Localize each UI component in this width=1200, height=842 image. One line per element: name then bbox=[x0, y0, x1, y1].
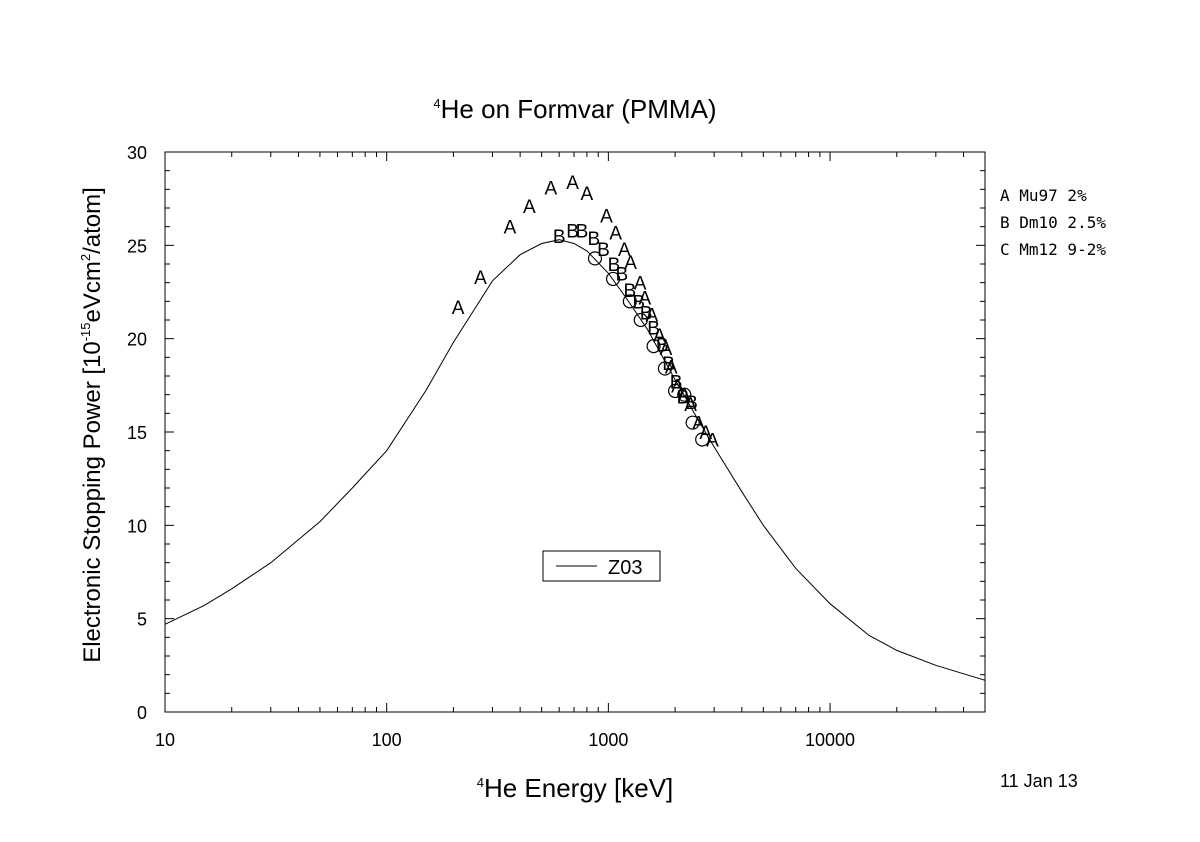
date-label: 11 Jan 13 bbox=[1000, 771, 1078, 791]
chart-title-text: He on Formvar (PMMA) bbox=[441, 94, 717, 124]
y-axis-label-pre: Electronic Stopping Power [10 bbox=[79, 341, 106, 663]
data-source-legend: A Mu97 2% B Dm10 2.5% C Mm12 9-2% bbox=[1000, 186, 1106, 259]
marker-a: A bbox=[523, 197, 536, 218]
marker-a: A bbox=[609, 223, 622, 244]
marker-a: A bbox=[581, 184, 594, 205]
marker-c bbox=[695, 432, 710, 447]
legend-entry-a: A Mu97 2% bbox=[1000, 186, 1087, 205]
marker-a: A bbox=[618, 240, 631, 261]
marker-c bbox=[657, 361, 673, 376]
marker-a: A bbox=[474, 268, 487, 289]
marker-b: B bbox=[647, 318, 660, 339]
chart-title: 4He on Formvar (PMMA) bbox=[433, 94, 716, 124]
marker-c bbox=[605, 271, 621, 287]
x-tick-label: 10 bbox=[155, 730, 175, 750]
marker-a: A bbox=[653, 326, 666, 347]
y-tick-label: 30 bbox=[127, 143, 147, 163]
y-axis-label-sup1: -15 bbox=[78, 322, 93, 341]
marker-a: A bbox=[504, 218, 517, 239]
y-axis-label-sup2: 2 bbox=[78, 254, 93, 261]
y-tick-labels: 0 5 10 15 20 25 30 bbox=[127, 143, 147, 723]
y-axis-label-post: /atom] bbox=[79, 187, 106, 254]
x-axis-label-text: He Energy [keV] bbox=[484, 773, 673, 803]
y-tick-label: 25 bbox=[127, 236, 147, 256]
marker-a: A bbox=[645, 305, 658, 326]
marker-c bbox=[677, 387, 692, 402]
x-axis-label-superscript: 4 bbox=[477, 775, 484, 790]
marker-a: A bbox=[638, 289, 651, 310]
marker-c bbox=[622, 294, 637, 309]
y-axis-label-mid: eVcm bbox=[79, 261, 106, 322]
marker-c bbox=[587, 251, 603, 266]
marker-c bbox=[667, 383, 683, 399]
marker-a: A bbox=[544, 178, 557, 199]
legend-entry-c: C Mm12 9-2% bbox=[1000, 240, 1106, 259]
x-axis-label: 4He Energy [keV] bbox=[477, 773, 674, 803]
marker-b: B bbox=[576, 221, 589, 242]
z03-curve bbox=[164, 239, 986, 681]
marker-b: B bbox=[566, 221, 579, 242]
marker-a: A bbox=[452, 298, 465, 319]
marker-a: A bbox=[566, 173, 579, 194]
y-axis-label: Electronic Stopping Power [10-15eVcm2/at… bbox=[78, 187, 106, 663]
marker-b: B bbox=[670, 373, 683, 394]
marker-b: B bbox=[656, 335, 669, 356]
marker-b: B bbox=[553, 227, 566, 248]
x-tick-label: 100 bbox=[372, 730, 402, 750]
marker-a: A bbox=[706, 430, 719, 451]
curve-legend-label: Z03 bbox=[608, 557, 642, 579]
marker-b: B bbox=[597, 240, 610, 261]
marker-b: B bbox=[615, 264, 628, 285]
marker-a: A bbox=[660, 339, 673, 360]
marker-c bbox=[633, 312, 648, 328]
y-tick-label: 10 bbox=[127, 516, 147, 536]
y-tick-label: 20 bbox=[127, 330, 147, 350]
marker-c bbox=[646, 339, 661, 354]
marker-b: B bbox=[685, 393, 698, 414]
y-tick-label: 5 bbox=[137, 610, 147, 630]
chart-title-superscript: 4 bbox=[433, 96, 440, 111]
x-tick-label: 1000 bbox=[588, 730, 628, 750]
marker-a: A bbox=[600, 206, 613, 227]
curve-legend: Z03 bbox=[542, 550, 661, 582]
legend-entry-b: B Dm10 2.5% bbox=[1000, 213, 1106, 232]
marker-b: B bbox=[624, 281, 637, 302]
marker-b: B bbox=[677, 388, 690, 409]
marker-a: A bbox=[671, 376, 684, 397]
marker-b: B bbox=[640, 304, 653, 325]
y-tick-label: 0 bbox=[137, 703, 147, 723]
marker-b: B bbox=[608, 255, 621, 276]
y-tick-label: 15 bbox=[127, 423, 147, 443]
x-tick-label: 10000 bbox=[805, 730, 855, 750]
marker-a: A bbox=[634, 274, 647, 295]
marker-b: B bbox=[588, 229, 601, 250]
axis-ticks bbox=[164, 151, 986, 713]
curve-legend-box bbox=[542, 550, 661, 582]
marker-a: A bbox=[624, 253, 637, 274]
marker-c bbox=[685, 415, 700, 430]
x-tick-labels: 10 100 1000 10000 bbox=[155, 730, 855, 750]
